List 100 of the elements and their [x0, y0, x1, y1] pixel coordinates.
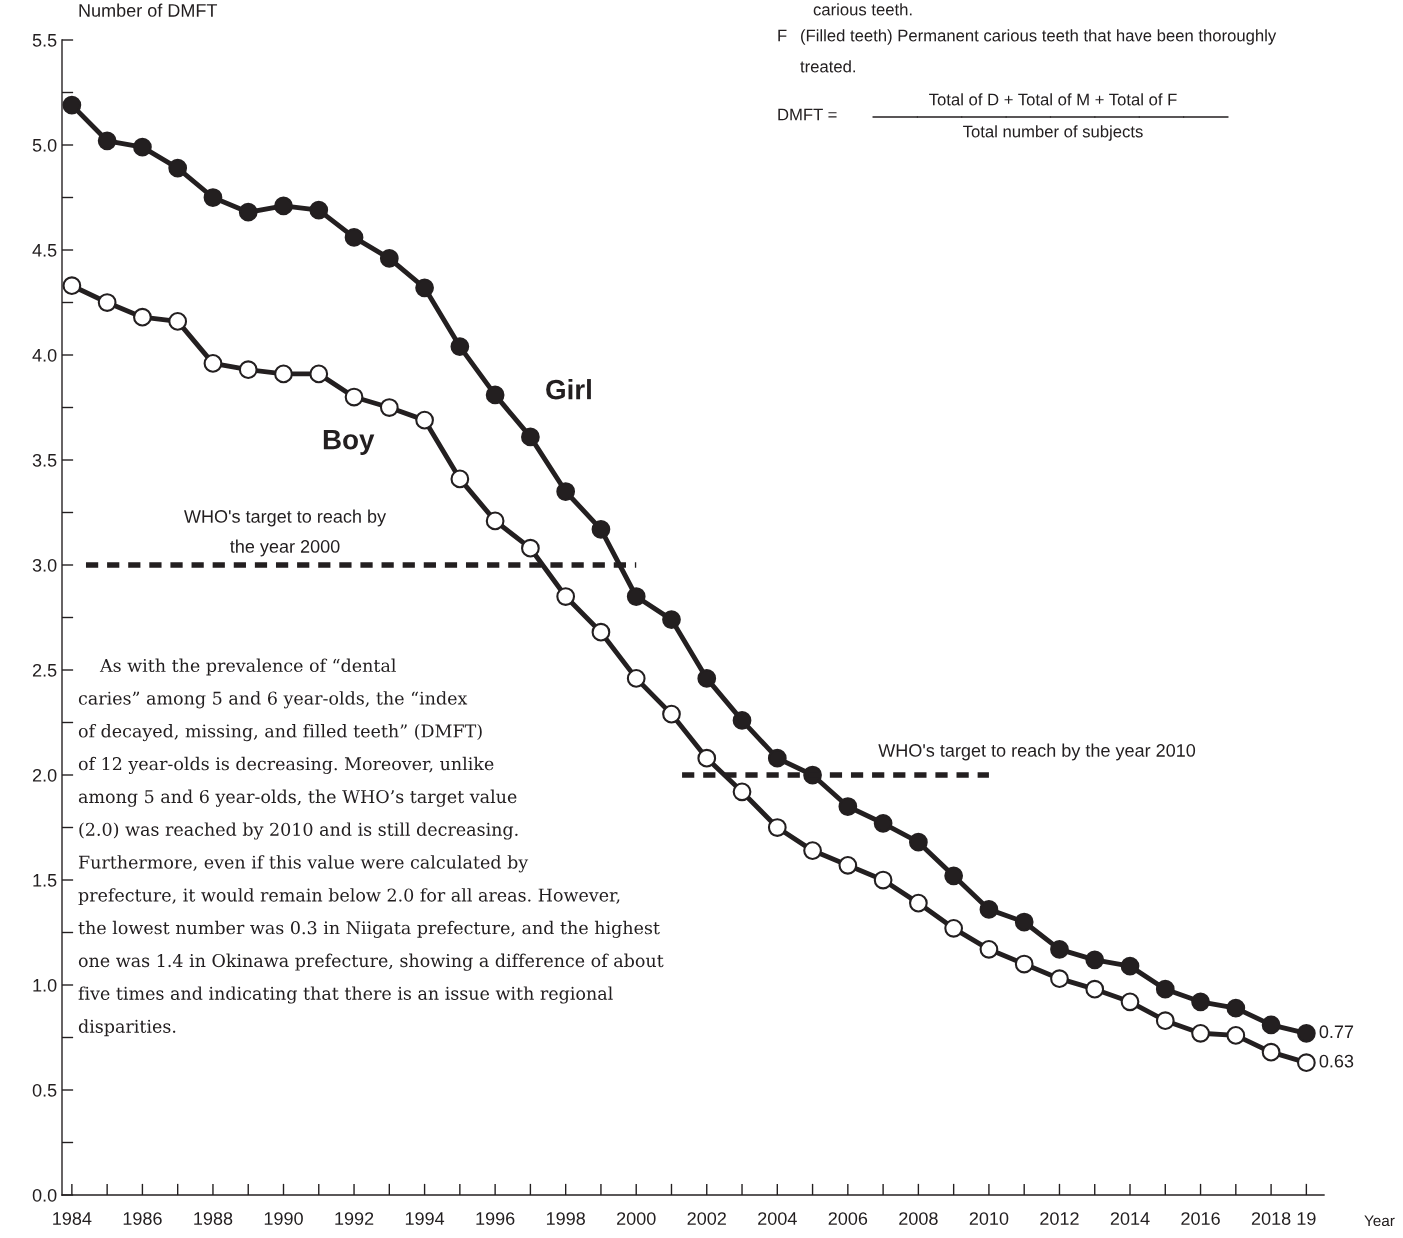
series-label: Boy — [323, 430, 375, 455]
point — [1050, 939, 1069, 959]
x-tick-label: 2012 — [1040, 1212, 1079, 1225]
point — [97, 131, 117, 151]
point — [1120, 956, 1140, 976]
point — [1014, 954, 1034, 974]
point — [521, 427, 540, 447]
series-label: Girl — [546, 379, 591, 400]
point — [415, 278, 434, 298]
y-tick-label: 0.5 — [32, 1083, 57, 1097]
y-tick-label: 4.0 — [32, 348, 57, 362]
point — [344, 228, 364, 247]
point — [1226, 1026, 1246, 1045]
y-tick-label: 0.0 — [32, 1188, 57, 1202]
point — [485, 511, 505, 531]
point — [626, 587, 646, 606]
point — [62, 276, 82, 296]
x-tick-label: 2006 — [828, 1212, 868, 1225]
point — [168, 158, 188, 178]
point — [1050, 969, 1069, 989]
point — [1085, 979, 1105, 999]
x-tick-label: 1986 — [123, 1212, 162, 1225]
annotation: of decayed, missing, and filled teeth” (DMFT) — [78, 724, 482, 742]
point — [838, 855, 858, 875]
point — [1261, 1042, 1281, 1062]
point — [626, 669, 646, 688]
x-tick-label: 1998 — [546, 1212, 585, 1225]
y-tick-label: 4.5 — [32, 244, 57, 257]
point — [274, 364, 293, 384]
y-axis-title: Number of DMFT — [79, 3, 218, 17]
point — [238, 360, 258, 380]
annotation: WHO's target to reach by the year 2010 — [878, 743, 1196, 761]
annotation: Total of D + Total of M + Total of F — [929, 93, 1177, 106]
point — [415, 410, 434, 430]
point — [97, 293, 117, 312]
x-tick-label: 2004 — [758, 1212, 797, 1225]
point — [909, 832, 928, 852]
y-tick-label: 5.5 — [32, 34, 57, 47]
annotation: Total number of subjects — [963, 125, 1143, 141]
annotation: treated. — [800, 60, 855, 73]
point — [1191, 1023, 1210, 1043]
point — [697, 669, 717, 688]
x-tick-label: 2008 — [899, 1212, 938, 1225]
x-axis-title: Year — [1364, 1215, 1395, 1227]
annotation: F — [778, 29, 787, 42]
data-label: 0.77 — [1319, 1025, 1354, 1039]
point — [485, 385, 505, 405]
point — [944, 866, 964, 886]
point — [450, 337, 470, 356]
point — [168, 312, 188, 331]
annotation: As with the prevalence of “dental — [99, 658, 396, 676]
annotation: five times and indicating that there is an issue with regional — [78, 986, 613, 1004]
point — [450, 469, 470, 489]
point — [662, 704, 681, 724]
y-tick-label: 2.5 — [32, 663, 57, 677]
x-tick-label: 2016 — [1181, 1212, 1220, 1225]
point — [274, 196, 293, 216]
point — [1261, 1015, 1281, 1035]
point — [767, 818, 787, 837]
point — [309, 364, 329, 384]
y-tick-label: 2.0 — [32, 768, 57, 782]
point — [732, 782, 752, 802]
annotation: the year 2000 — [230, 539, 340, 557]
x-tick-label: 2010 — [969, 1212, 1009, 1225]
point — [697, 748, 717, 768]
x-tick-label: 1994 — [405, 1212, 445, 1225]
point — [62, 95, 82, 115]
point — [379, 249, 399, 268]
point — [803, 841, 822, 860]
point — [1296, 1023, 1316, 1043]
point — [1120, 992, 1140, 1012]
annotation: one was 1.4 in Okinawa prefecture, showing a difference of about — [78, 953, 664, 971]
point — [909, 893, 928, 913]
x-tick-label: 1996 — [476, 1212, 515, 1225]
annotation: Furthermore, even if this value were calculated by — [78, 855, 529, 873]
x-tick-label: 2000 — [617, 1212, 656, 1225]
point — [979, 900, 999, 919]
point — [238, 202, 258, 222]
y-tick-label: 1.5 — [33, 874, 57, 887]
point — [591, 622, 611, 642]
annotation: caries” among 5 and 6 year-olds, the “index — [78, 691, 468, 709]
y-tick-label: 1.0 — [33, 978, 57, 992]
annotation: DMFT = — [778, 108, 837, 121]
point — [379, 398, 399, 417]
annotation: (2.0) was reached by 2010 and is still decreasing. — [79, 822, 518, 840]
point — [979, 939, 999, 959]
point — [203, 354, 223, 373]
point — [944, 918, 964, 938]
annotation: of 12 year-olds is decreasing. Moreover, unlike — [78, 756, 494, 774]
point — [838, 797, 858, 816]
point — [133, 137, 152, 157]
point — [1155, 1011, 1175, 1031]
point — [309, 200, 329, 220]
point — [1085, 950, 1105, 970]
annotation: the lowest number was 0.3 in Niigata prefecture, and the highest — [78, 920, 660, 938]
point — [556, 587, 576, 606]
x-tick-label: 2002 — [687, 1212, 726, 1225]
point — [133, 307, 152, 327]
point — [344, 387, 364, 407]
x-tick-label: 1990 — [264, 1212, 303, 1225]
